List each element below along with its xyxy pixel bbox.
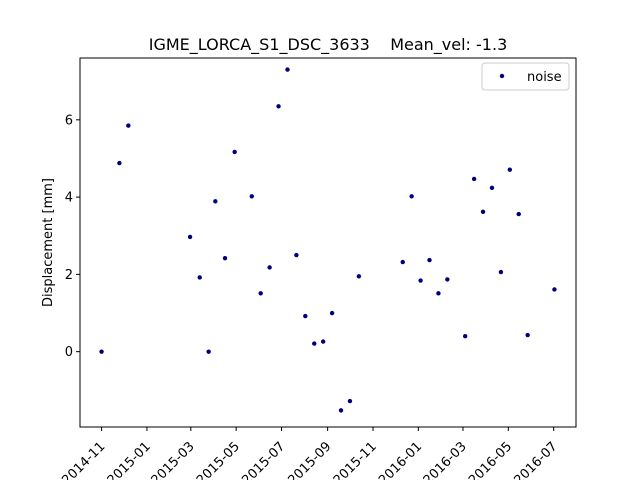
data-point	[445, 277, 450, 282]
data-point	[213, 199, 218, 204]
data-point	[436, 291, 441, 296]
data-point	[222, 255, 228, 261]
y-tick-label: 0	[65, 345, 73, 360]
data-point	[187, 234, 193, 240]
data-point	[498, 269, 504, 275]
data-point	[338, 408, 344, 413]
data-point	[329, 310, 335, 316]
data-point	[400, 259, 405, 265]
legend-marker	[499, 73, 505, 79]
data-point	[516, 211, 521, 217]
data-point	[356, 274, 362, 279]
data-point	[267, 265, 272, 270]
data-point	[294, 252, 299, 258]
data-point	[117, 160, 122, 166]
legend: noise	[481, 62, 570, 91]
data-point	[409, 194, 414, 199]
y-axis-label: Displacement [mm]	[41, 178, 56, 307]
plot-frame	[79, 57, 577, 428]
data-point	[507, 167, 513, 172]
chart-title: IGME_LORCA_S1_DSC_3633 Mean_vel: -1.3	[149, 35, 508, 55]
data-point	[347, 398, 353, 404]
data-point	[418, 278, 423, 283]
data-point	[197, 275, 202, 280]
data-point	[249, 194, 254, 199]
data-point	[471, 176, 477, 182]
data-point	[462, 333, 468, 339]
y-tick-label: 6	[65, 113, 73, 128]
y-tick-label: 2	[65, 268, 73, 283]
data-point	[232, 149, 237, 155]
data-point	[525, 332, 530, 338]
legend-label: noise	[527, 70, 562, 85]
data-point	[427, 257, 432, 263]
y-axis: 0 2 4 6	[65, 113, 80, 360]
plot-markers	[99, 67, 557, 413]
data-point	[276, 104, 281, 109]
data-point	[320, 339, 326, 344]
data-point	[480, 209, 486, 214]
data-point	[285, 67, 290, 72]
y-tick-label: 4	[65, 191, 73, 206]
data-point	[312, 341, 317, 346]
data-point	[99, 349, 104, 354]
legend-box	[481, 62, 570, 91]
data-point	[303, 313, 308, 319]
data-point	[552, 287, 557, 292]
data-point	[489, 185, 495, 191]
data-point	[258, 291, 263, 296]
data-point	[206, 349, 211, 354]
data-point	[126, 123, 131, 128]
